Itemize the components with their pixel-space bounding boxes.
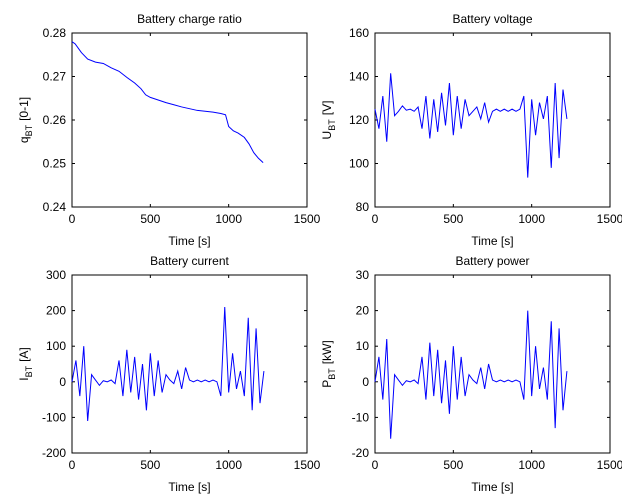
y-tick-label: 140 bbox=[349, 70, 369, 84]
y-axis-label: IBT [A] bbox=[17, 347, 34, 381]
y-axis-label: PBT [kW] bbox=[320, 340, 337, 388]
y-tick-label: 0.27 bbox=[43, 70, 67, 84]
x-tick-label: 0 bbox=[69, 458, 76, 472]
y-tick-label: 300 bbox=[46, 268, 66, 282]
x-tick-label: 1500 bbox=[597, 458, 622, 472]
plot-area bbox=[71, 274, 308, 454]
data-line bbox=[71, 41, 264, 163]
x-tick-label: 1000 bbox=[518, 212, 545, 226]
x-axis-label: Time [s] bbox=[168, 480, 210, 494]
data-line bbox=[374, 310, 568, 439]
y-label-subscript: BT bbox=[24, 124, 34, 136]
x-axis-label: Time [s] bbox=[168, 234, 210, 248]
y-tick-label: 200 bbox=[46, 304, 66, 318]
y-tick-label: 0.24 bbox=[43, 200, 67, 214]
x-tick-label: 0 bbox=[69, 212, 76, 226]
data-line bbox=[71, 307, 265, 422]
plot-area bbox=[374, 32, 611, 208]
y-label-symbol: q bbox=[17, 136, 31, 143]
y-tick-label: 120 bbox=[349, 113, 369, 127]
x-tick-label: 1000 bbox=[215, 458, 242, 472]
y-tick-label: -20 bbox=[352, 446, 370, 460]
y-tick-label: 0.26 bbox=[43, 113, 67, 127]
y-label-subscript: BT bbox=[327, 368, 337, 380]
chart-title: Battery voltage bbox=[452, 12, 532, 26]
y-axis-label: UBT [V] bbox=[320, 101, 337, 140]
y-label-unit: [A] bbox=[17, 347, 31, 362]
chart-title: Battery current bbox=[150, 254, 229, 268]
y-tick-label: 10 bbox=[356, 339, 370, 353]
y-tick-label: 30 bbox=[356, 268, 370, 282]
x-tick-label: 0 bbox=[372, 212, 379, 226]
x-axis-label: Time [s] bbox=[471, 480, 513, 494]
plot-area bbox=[374, 274, 611, 454]
plot-area bbox=[71, 32, 308, 208]
y-tick-label: -100 bbox=[42, 410, 66, 424]
x-tick-label: 500 bbox=[443, 458, 463, 472]
x-tick-label: 500 bbox=[140, 212, 160, 226]
y-label-symbol: I bbox=[17, 377, 31, 380]
y-axis-label: qBT [0-1] bbox=[17, 97, 34, 143]
y-tick-label: 160 bbox=[349, 26, 369, 40]
y-label-symbol: U bbox=[320, 131, 334, 140]
y-tick-label: 80 bbox=[356, 200, 370, 214]
y-label-subscript: BT bbox=[327, 119, 337, 131]
y-tick-label: 0 bbox=[362, 375, 369, 389]
y-tick-label: 100 bbox=[349, 157, 369, 171]
x-tick-label: 1000 bbox=[518, 458, 545, 472]
chart-title: Battery charge ratio bbox=[137, 12, 242, 26]
data-line bbox=[374, 73, 568, 178]
x-tick-label: 0 bbox=[372, 458, 379, 472]
chart-title: Battery power bbox=[455, 254, 529, 268]
y-tick-label: 100 bbox=[46, 339, 66, 353]
y-tick-label: 0.28 bbox=[43, 26, 67, 40]
x-tick-label: 500 bbox=[140, 458, 160, 472]
x-axis-label: Time [s] bbox=[471, 234, 513, 248]
y-tick-label: -10 bbox=[352, 410, 370, 424]
x-tick-label: 1500 bbox=[294, 458, 321, 472]
y-tick-label: 20 bbox=[356, 304, 370, 318]
y-label-subscript: BT bbox=[24, 365, 34, 377]
y-label-symbol: P bbox=[320, 380, 334, 388]
x-tick-label: 1500 bbox=[597, 212, 622, 226]
x-tick-label: 500 bbox=[443, 212, 463, 226]
y-tick-label: -200 bbox=[42, 446, 66, 460]
x-tick-label: 1500 bbox=[294, 212, 321, 226]
y-label-unit: [kW] bbox=[320, 340, 334, 364]
y-label-unit: [0-1] bbox=[17, 97, 31, 121]
y-tick-label: 0.25 bbox=[43, 157, 67, 171]
y-tick-label: 0 bbox=[59, 375, 66, 389]
x-tick-label: 1000 bbox=[215, 212, 242, 226]
y-label-unit: [V] bbox=[320, 101, 334, 116]
